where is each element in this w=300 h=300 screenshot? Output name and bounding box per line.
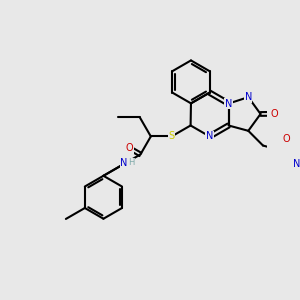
Text: N: N <box>244 92 252 102</box>
Text: H: H <box>299 167 300 176</box>
Text: H: H <box>128 158 134 167</box>
Text: O: O <box>125 143 133 153</box>
Text: O: O <box>283 134 290 144</box>
Text: O: O <box>270 109 278 119</box>
Text: N: N <box>293 159 300 170</box>
Text: N: N <box>225 99 232 109</box>
Text: N: N <box>206 131 213 141</box>
Text: N: N <box>120 158 127 168</box>
Text: S: S <box>169 131 175 141</box>
